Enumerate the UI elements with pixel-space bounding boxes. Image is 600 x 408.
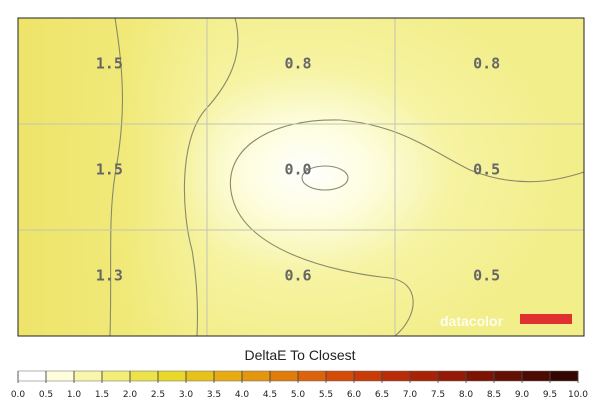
- scale-tick-label: 6.0: [347, 390, 362, 400]
- scale-swatch: [521, 370, 551, 382]
- grid-lines: [18, 18, 584, 336]
- scale-swatch: [101, 370, 131, 382]
- scale-swatch: [437, 370, 467, 382]
- scale-swatch: [213, 370, 243, 382]
- scale-tick-label: 0.5: [39, 390, 53, 400]
- watermark-text: datacolor: [440, 313, 504, 329]
- scale-swatch: [241, 370, 271, 382]
- scale-tick-label: 2.5: [151, 390, 165, 400]
- scale-swatch: [381, 370, 411, 382]
- cell-value-label: 0.0: [284, 161, 311, 179]
- uniformity-heatmap: 1.5 0.8 0.8 1.5 0.0 0.5 1.3 0.6 0.5 datacolor: [17, 17, 585, 337]
- scale-swatch: [465, 370, 495, 382]
- cell-value-label: 0.6: [284, 267, 311, 285]
- scale-swatch: [549, 370, 579, 382]
- color-scale: 0.0 0.5 1.0 1.5 2.0 2.5 3.0 3.5 4.0 4.5 5.0 5.5 6.0 6…: [11, 370, 588, 400]
- scale-swatch: [17, 370, 47, 382]
- scale-tick-label: 8.0: [459, 390, 474, 400]
- scale-swatch: [45, 370, 75, 382]
- contour-line-2: [183, 17, 239, 337]
- scale-tick-label: 7.0: [403, 390, 418, 400]
- scale-tick-label: 3.5: [207, 390, 221, 400]
- cell-value-label: 0.8: [284, 55, 311, 73]
- cell-value-label: 0.5: [473, 161, 500, 179]
- contour-line-center: [301, 165, 349, 191]
- plot-frame: [17, 17, 585, 337]
- scale-tick-label: 6.5: [375, 390, 389, 400]
- contour-line-3: [229, 119, 585, 337]
- scale-tick-label: 4.0: [235, 390, 250, 400]
- contour-line-1: [109, 17, 124, 337]
- scale-swatches: [17, 370, 579, 382]
- cell-value-label: 0.8: [473, 55, 500, 73]
- scale-swatch: [269, 370, 299, 382]
- scale-tick-label: 1.0: [67, 390, 82, 400]
- scale-swatch: [73, 370, 103, 382]
- scale-tick-label: 7.5: [431, 390, 445, 400]
- scale-tick-label: 8.5: [487, 390, 501, 400]
- scale-tick-label: 3.0: [179, 390, 194, 400]
- cell-labels: 1.5 0.8 0.8 1.5 0.0 0.5 1.3 0.6 0.5: [96, 55, 500, 285]
- cell-value-label: 1.3: [96, 267, 123, 285]
- cell-value-label: 1.5: [96, 55, 123, 73]
- scale-tick-label: 9.0: [515, 390, 530, 400]
- scale-swatch: [297, 370, 327, 382]
- watermark-logo: datacolor: [440, 313, 572, 329]
- watermark-bar: [520, 314, 572, 324]
- scale-swatch: [129, 370, 159, 382]
- scale-tick-label: 0.0: [11, 390, 26, 400]
- scale-tick-label: 2.0: [123, 390, 138, 400]
- scale-tick-label: 4.5: [263, 390, 277, 400]
- contour-lines: [109, 17, 585, 337]
- scale-tick-labels: 0.0 0.5 1.0 1.5 2.0 2.5 3.0 3.5 4.0 4.5 5.0 5.5 6.0 6…: [11, 371, 588, 400]
- scale-swatch: [185, 370, 215, 382]
- scale-tick-label: 1.5: [95, 390, 109, 400]
- scale-title: DeltaE To Closest: [244, 347, 356, 363]
- scale-tick-label: 10.0: [568, 390, 588, 400]
- scale-swatch: [353, 370, 383, 382]
- scale-tick-label: 5.0: [291, 390, 306, 400]
- scale-swatch: [409, 370, 439, 382]
- cell-value-label: 0.5: [473, 267, 500, 285]
- scale-swatch: [157, 370, 187, 382]
- scale-tick-label: 5.5: [319, 390, 333, 400]
- scale-swatch: [493, 370, 523, 382]
- cell-value-label: 1.5: [96, 161, 123, 179]
- scale-swatch: [325, 370, 355, 382]
- scale-tick-label: 9.5: [543, 390, 557, 400]
